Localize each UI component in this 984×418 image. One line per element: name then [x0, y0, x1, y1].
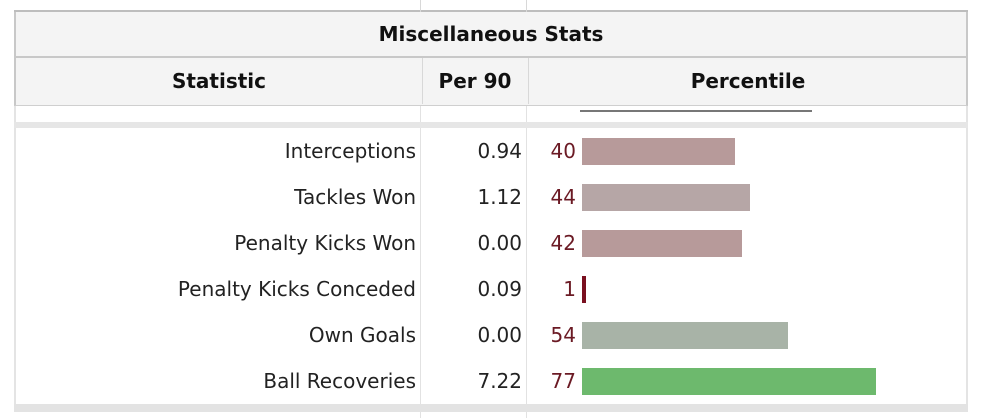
percentile-value: 77: [550, 369, 576, 393]
table-separator: [14, 122, 968, 128]
column-divider: [526, 412, 527, 418]
misc-stats-table: Miscellaneous Stats Statistic Per 90 Per…: [14, 0, 968, 418]
column-header-percentile[interactable]: Percentile: [690, 69, 806, 93]
per90-value: 0.09: [477, 277, 522, 301]
statistic-label: Interceptions: [284, 139, 416, 163]
per90-value: 7.22: [477, 369, 522, 393]
percentile-bar: [582, 230, 742, 257]
next-section-edge: [14, 412, 968, 418]
table-separator: [14, 404, 968, 412]
statistic-label: Penalty Kicks Conceded: [177, 277, 416, 301]
table-row: Own Goals 0.00 54: [16, 312, 966, 358]
percentile-scale-line: [580, 110, 812, 112]
percentile-value: 44: [550, 185, 576, 209]
column-divider: [420, 0, 421, 12]
column-divider: [420, 106, 421, 128]
statistic-label: Own Goals: [308, 323, 416, 347]
percentile-value: 1: [563, 277, 576, 301]
column-divider: [528, 58, 529, 104]
table-row: Ball Recoveries 7.22 77: [16, 358, 966, 404]
per90-value: 0.94: [477, 139, 522, 163]
per90-value: 0.00: [477, 231, 522, 255]
percentile-value: 54: [550, 323, 576, 347]
table-row: Penalty Kicks Won 0.00 42: [16, 220, 966, 266]
column-header-row: Statistic Per 90 Percentile: [14, 58, 968, 106]
column-divider: [526, 106, 527, 128]
section-title: Miscellaneous Stats: [14, 12, 968, 58]
column-header-per90[interactable]: Per 90: [438, 69, 512, 93]
column-divider: [420, 128, 421, 404]
percentile-bar: [582, 138, 735, 165]
percentile-value: 42: [550, 231, 576, 255]
per90-value: 1.12: [477, 185, 522, 209]
column-divider: [420, 412, 421, 418]
percentile-bar: [582, 322, 788, 349]
table-row: Interceptions 0.94 40: [16, 128, 966, 174]
column-divider: [526, 0, 527, 12]
column-header-statistic[interactable]: Statistic: [171, 69, 267, 93]
percentile-value: 40: [550, 139, 576, 163]
previous-section-edge: [14, 0, 968, 12]
statistic-label: Tackles Won: [294, 185, 416, 209]
header-spacer: [14, 106, 968, 128]
statistic-label: Ball Recoveries: [263, 369, 416, 393]
table-row: Tackles Won 1.12 44: [16, 174, 966, 220]
column-divider: [422, 58, 423, 104]
column-divider: [526, 128, 527, 404]
table-row: Penalty Kicks Conceded 0.09 1: [16, 266, 966, 312]
statistic-label: Penalty Kicks Won: [234, 231, 416, 255]
per90-value: 0.00: [477, 323, 522, 347]
percentile-bar: [582, 276, 586, 303]
stats-rows: Interceptions 0.94 40 Tackles Won 1.12 4…: [14, 128, 968, 404]
percentile-bar: [582, 368, 876, 395]
percentile-bar: [582, 184, 750, 211]
